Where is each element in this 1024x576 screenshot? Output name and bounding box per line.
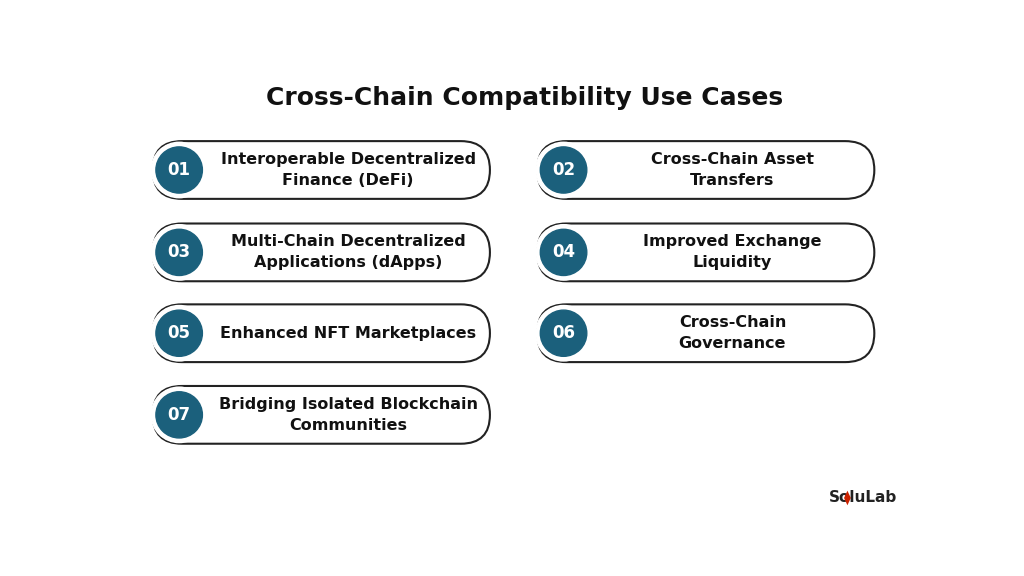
Text: Cross-Chain Asset
Transfers: Cross-Chain Asset Transfers [651, 152, 814, 188]
Circle shape [536, 305, 592, 361]
FancyBboxPatch shape [153, 386, 489, 444]
Text: 03: 03 [168, 244, 190, 262]
Circle shape [152, 305, 207, 361]
Circle shape [536, 142, 592, 198]
Text: 05: 05 [168, 324, 190, 342]
Circle shape [541, 229, 587, 275]
Text: 04: 04 [552, 244, 575, 262]
Circle shape [156, 392, 203, 438]
Text: Enhanced NFT Marketplaces: Enhanced NFT Marketplaces [220, 326, 476, 341]
Text: Multi-Chain Decentralized
Applications (dApps): Multi-Chain Decentralized Applications (… [230, 234, 466, 270]
Circle shape [152, 387, 207, 442]
Text: Cross-Chain Compatibility Use Cases: Cross-Chain Compatibility Use Cases [266, 86, 783, 111]
Text: Cross-Chain
Governance: Cross-Chain Governance [679, 315, 786, 351]
Circle shape [152, 142, 207, 198]
Circle shape [152, 225, 207, 280]
Circle shape [541, 147, 587, 193]
FancyBboxPatch shape [538, 141, 874, 199]
Text: Bridging Isolated Blockchain
Communities: Bridging Isolated Blockchain Communities [218, 397, 477, 433]
Text: 02: 02 [552, 161, 575, 179]
Text: ⧫: ⧫ [844, 490, 851, 505]
FancyBboxPatch shape [153, 223, 489, 281]
Text: 01: 01 [168, 161, 190, 179]
FancyBboxPatch shape [538, 304, 874, 362]
Text: 07: 07 [168, 406, 190, 424]
Text: 06: 06 [552, 324, 575, 342]
Circle shape [156, 229, 203, 275]
FancyBboxPatch shape [153, 304, 489, 362]
Text: Interoperable Decentralized
Finance (DeFi): Interoperable Decentralized Finance (DeF… [220, 152, 476, 188]
Circle shape [156, 147, 203, 193]
Text: Improved Exchange
Liquidity: Improved Exchange Liquidity [643, 234, 821, 270]
Text: SoluLab: SoluLab [828, 490, 897, 505]
FancyBboxPatch shape [538, 223, 874, 281]
Circle shape [536, 225, 592, 280]
Circle shape [156, 310, 203, 357]
Circle shape [541, 310, 587, 357]
FancyBboxPatch shape [153, 141, 489, 199]
